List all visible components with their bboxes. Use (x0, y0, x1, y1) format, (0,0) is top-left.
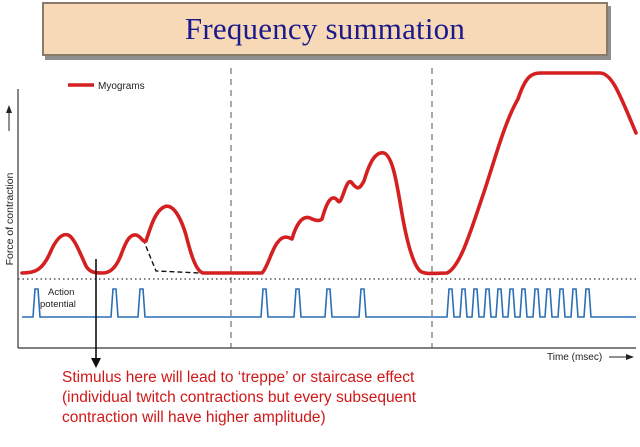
title-bar: Frequency summation (0, 0, 640, 63)
y-axis-label-group: Force of contraction (4, 105, 16, 265)
action-potential-label-line2: potential (40, 299, 76, 310)
annotation-line-3: contraction will have higher amplitude) (62, 409, 326, 426)
x-axis-label: Time (msec) (547, 352, 602, 363)
y-axis-label-arrow-icon (6, 105, 12, 113)
stimulus-arrow-head-icon (91, 358, 101, 368)
myogram-curve (20, 71, 638, 276)
x-axis-label-arrow-icon (626, 354, 634, 360)
action-potential-trace (22, 288, 636, 318)
action-potential-label-line1: Action (48, 287, 74, 298)
action-potential-label-group: Action potential (40, 287, 76, 310)
title-box: Frequency summation (42, 2, 608, 56)
y-axis-label: Force of contraction (4, 172, 16, 265)
legend: Myograms (68, 81, 145, 92)
myogram-figure: Force of contraction Time (msec) Myogram… (0, 63, 640, 368)
annotation-text: Stimulus here will lead to ‘treppe’ or s… (62, 368, 638, 428)
annotation-line-1: Stimulus here will lead to ‘treppe’ or s… (62, 369, 415, 386)
slide-title: Frequency summation (184, 11, 466, 46)
x-axis-label-group: Time (msec) (547, 352, 634, 363)
action-potential-line (22, 288, 636, 318)
annotation-line-2: (individual twitch contractions but ever… (62, 389, 417, 406)
stimulus-arrow (91, 259, 101, 368)
relaxation-dashed-curve (142, 238, 201, 274)
legend-label: Myograms (98, 81, 145, 92)
